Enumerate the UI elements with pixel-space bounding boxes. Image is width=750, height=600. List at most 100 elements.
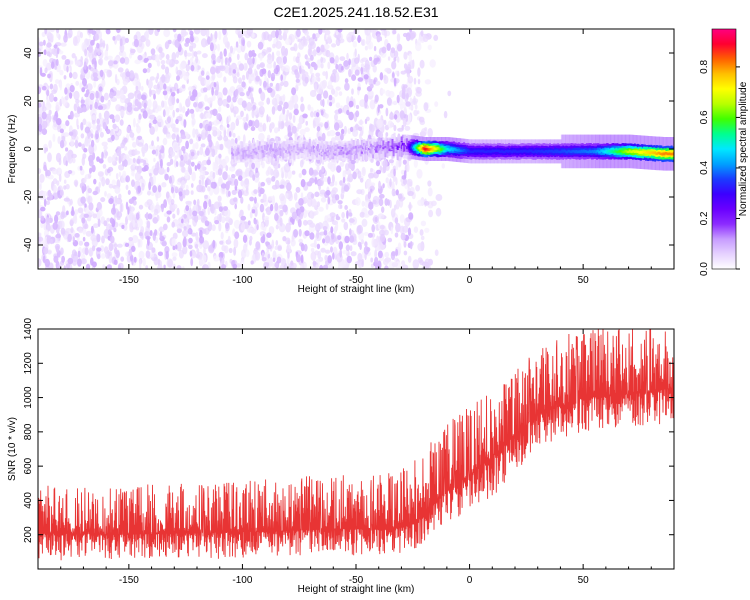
spectrogram-noise-speck: [348, 31, 355, 36]
spectrogram-noise-blob: [253, 196, 257, 204]
spectrogram-noise-blob: [272, 257, 276, 263]
spectrogram-noise-blob: [300, 179, 306, 188]
spectrogram-noise-speck: [324, 29, 331, 36]
spectrogram-noise-blob: [83, 61, 87, 70]
spectrogram-noise-blob: [38, 86, 42, 95]
spectrogram-noise-blob: [106, 168, 111, 174]
spectrogram-noise-blob: [315, 112, 320, 118]
spectrogram-noise-blob: [227, 190, 231, 197]
spectrogram-noise-blob: [306, 181, 313, 187]
spectrogram-noise-blob: [169, 88, 173, 93]
spectrogram-noise-blob: [209, 42, 214, 52]
spectrogram-noise-blob: [320, 109, 324, 116]
spectrogram-noise-blob: [308, 167, 314, 176]
spectrogram-noise-speck: [111, 179, 117, 186]
spectrogram-noise-speck: [128, 150, 133, 155]
spectrogram-noise-blob: [300, 103, 305, 112]
spectrogram-noise-blob: [259, 187, 265, 195]
spectrogram-noise-blob: [127, 102, 133, 107]
spectrogram-noise-blob: [53, 96, 58, 102]
spectrogram-noise-blob: [348, 111, 354, 121]
spectrogram-noise-speck: [232, 106, 239, 115]
spectrogram-noise-speck: [218, 222, 222, 232]
spectrogram-noise-blob: [72, 236, 76, 243]
spectrogram-noise-speck: [196, 248, 200, 255]
spectrogram-noise-blob: [330, 246, 333, 253]
spectrogram-noise-blob: [96, 118, 100, 125]
spectrogram-noise-blob: [349, 126, 354, 132]
spectrogram-noise-blob: [166, 166, 170, 173]
spectrogram-noise-blob: [325, 189, 331, 196]
spectrogram-noise-blob: [46, 42, 52, 48]
spectrogram-noise-speck: [228, 88, 233, 97]
spectrogram-noise-speck: [275, 240, 279, 246]
spectrogram-noise-blob: [266, 114, 269, 123]
spectrogram-noise-blob: [119, 57, 126, 64]
spectrogram-noise-blob: [189, 95, 196, 102]
spectrogram-noise-blob: [344, 235, 350, 244]
spectrogram-noise-blob: [77, 250, 81, 258]
spectrogram-noise-speck: [354, 48, 357, 58]
spectrogram-noise-speck: [235, 170, 242, 177]
spectrogram-noise-blob: [338, 241, 343, 250]
spectrogram-noise-blob: [242, 234, 248, 243]
spectrogram-noise-speck: [267, 195, 275, 201]
spectrogram-noise-speck: [132, 219, 136, 228]
spectrogram-noise-blob: [84, 241, 90, 247]
spectrogram-noise-blob: [146, 220, 151, 229]
spectrogram-noise-speck: [147, 79, 153, 89]
spectrogram-noise-blob: [172, 245, 176, 251]
spectrogram-noise-speck: [379, 224, 385, 230]
spectrogram-noise-blob: [232, 263, 238, 269]
spectrogram-noise-speck: [427, 44, 432, 51]
spectrogram-noise-speck: [148, 29, 154, 35]
spectrogram-noise-blob: [113, 259, 118, 265]
spectrogram-noise-speck: [285, 237, 291, 245]
spectrogram-noise-speck: [335, 37, 341, 47]
spectrogram-noise-speck: [416, 110, 420, 115]
spectrogram-noise-speck: [67, 29, 73, 38]
spectrogram-noise-blob: [324, 121, 329, 129]
spectrogram-noise-speck: [182, 152, 189, 162]
spectrogram-noise-speck: [413, 159, 418, 168]
spectrogram-noise-speck: [342, 170, 346, 179]
spectrogram-noise-speck: [173, 219, 180, 225]
spectrogram-noise-blob: [143, 159, 147, 165]
spectrogram-noise-speck: [420, 30, 424, 37]
spectrogram-noise-blob: [322, 238, 326, 244]
spectrogram-noise-blob: [137, 185, 142, 193]
spectrogram-noise-blob: [354, 69, 360, 76]
spectrogram-noise-speck: [334, 181, 338, 186]
spectrogram-noise-blob: [190, 258, 194, 267]
spectrogram-track-mark: [306, 148, 309, 158]
spectrogram-noise-blob: [46, 169, 51, 177]
spectrogram-noise-speck: [152, 100, 158, 110]
spectrogram-noise-speck: [335, 102, 341, 109]
spectrogram-noise-blob: [178, 191, 183, 197]
spectrogram-noise-blob: [397, 193, 403, 200]
spectrogram-noise-blob: [166, 216, 171, 223]
spectrogram-noise-blob: [56, 118, 62, 126]
spectrogram-noise-blob: [210, 66, 216, 75]
spectrogram-noise-speck: [307, 197, 313, 207]
spectrogram-noise-speck: [417, 199, 424, 207]
spectrogram-noise-speck: [71, 253, 74, 260]
spectrogram-noise-speck: [182, 266, 185, 269]
spectrogram-noise-speck: [364, 29, 372, 36]
spectrogram-noise-blob: [298, 198, 304, 206]
spectrogram-noise-blob: [267, 253, 271, 259]
spectrogram-noise-speck: [39, 173, 45, 183]
spectrogram-noise-blob: [89, 104, 93, 111]
spectrogram-noise-blob: [41, 128, 48, 136]
spectrogram-noise-blob: [92, 190, 98, 196]
spectrogram-noise-speck: [62, 132, 70, 137]
spectrogram-noise-speck: [324, 113, 329, 119]
spectrogram-noise-speck: [220, 231, 224, 240]
spectrogram-noise-speck: [93, 80, 97, 88]
spectrogram-noise-speck: [338, 91, 343, 96]
spectrogram-noise-speck: [58, 173, 62, 182]
spectrogram-noise-speck: [247, 203, 251, 211]
spectrogram-noise-speck: [168, 198, 172, 206]
spectrogram-noise-blob: [89, 167, 92, 174]
spectrogram-noise-blob: [177, 33, 182, 42]
